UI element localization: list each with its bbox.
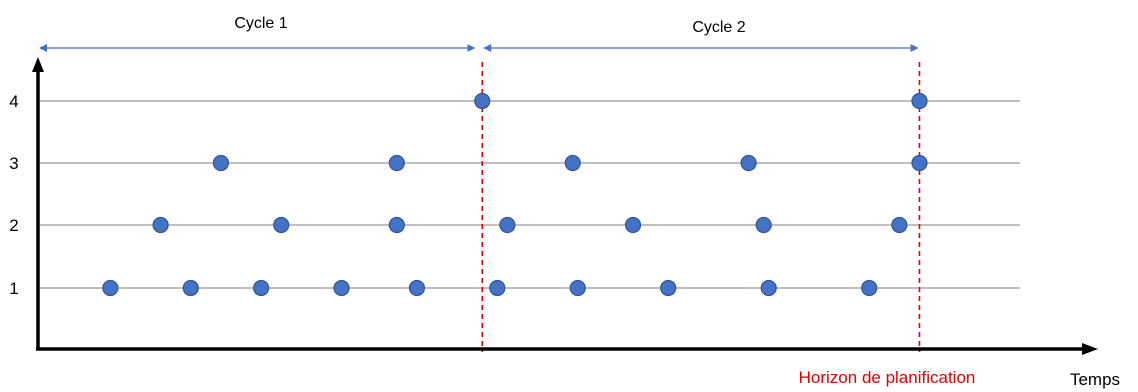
point-level-1-4 — [408, 279, 426, 297]
point-level-4-23 — [911, 92, 928, 110]
point-level-1-9 — [861, 279, 878, 297]
point-level-1-6 — [569, 279, 586, 297]
x-axis-arrowhead — [1082, 343, 1098, 355]
point-level-3-19 — [564, 154, 581, 172]
point-level-1-2 — [253, 279, 270, 297]
point-level-3-20 — [740, 154, 757, 172]
point-level-3-17 — [212, 154, 230, 172]
level-label-4: 4 — [9, 92, 18, 111]
event-points — [102, 92, 928, 297]
point-level-1-8 — [760, 279, 777, 297]
point-level-3-18 — [388, 154, 405, 172]
point-level-2-11 — [273, 216, 290, 234]
x-axis-label: Temps — [1070, 370, 1120, 389]
point-level-2-10 — [152, 216, 169, 234]
level-label-2: 2 — [9, 216, 18, 235]
cycle-boundaries — [481, 62, 921, 352]
level-label-3: 3 — [9, 154, 18, 173]
point-level-1-1 — [182, 279, 199, 297]
y-axis-arrowhead — [32, 57, 44, 72]
point-level-1-7 — [660, 279, 677, 297]
cycle-2-label: Cycle 2 — [692, 19, 745, 36]
point-level-2-15 — [755, 216, 772, 234]
point-level-1-3 — [333, 279, 350, 297]
point-level-4-22 — [474, 92, 491, 110]
level-gridlines — [40, 100, 1020, 289]
point-level-1-0 — [102, 279, 119, 297]
point-level-2-16 — [891, 216, 908, 234]
point-level-3-21 — [911, 154, 928, 172]
point-level-1-5 — [489, 279, 506, 297]
level-label-1: 1 — [9, 279, 18, 298]
level-labels: 1 2 3 4 — [9, 92, 18, 298]
point-level-2-13 — [499, 216, 516, 234]
point-level-2-14 — [624, 216, 642, 234]
point-level-2-12 — [388, 216, 405, 234]
horizon-label: Horizon de planification — [799, 368, 976, 387]
cycle-1-label: Cycle 1 — [234, 15, 287, 32]
